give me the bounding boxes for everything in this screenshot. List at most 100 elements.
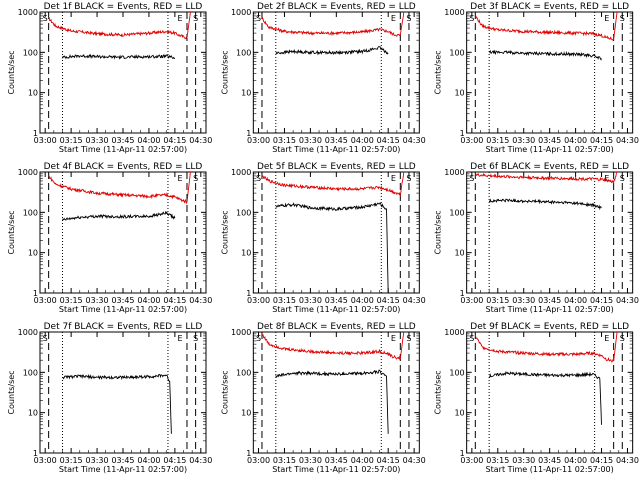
x-tick-label: 03:00: [247, 296, 270, 305]
series-events: [275, 369, 389, 434]
marker-s: S: [256, 14, 261, 23]
marker-s: S: [43, 14, 48, 23]
y-tick-label: 1: [33, 289, 38, 298]
marker-s: S: [406, 174, 411, 183]
x-tick-label: 04:30: [616, 456, 639, 465]
x-tick-label: 03:30: [86, 136, 109, 145]
detector-panel-5f: Det 5f BLACK = Events, RED = LLD 1 10 100 10…: [220, 162, 425, 314]
marker-s: S: [43, 334, 48, 343]
y-tick-label: 10: [454, 89, 464, 98]
y-tick-label: 1: [246, 129, 251, 138]
x-tick-label: 04:00: [351, 296, 374, 305]
x-tick-label: 03:00: [247, 456, 270, 465]
series-lld: [474, 171, 618, 184]
x-axis-label: Start Time (11-Apr-11 02:57:00): [272, 145, 400, 154]
y-axis-label: Counts/sec: [7, 210, 16, 254]
x-tick-label: 04:00: [351, 456, 374, 465]
plot-frame: [39, 331, 207, 454]
x-axis-label: Start Time (11-Apr-11 02:57:00): [486, 145, 614, 154]
x-tick-label: 03:45: [325, 456, 348, 465]
x-tick-label: 04:30: [616, 136, 639, 145]
series-lld: [475, 11, 618, 41]
y-tick-label: 1: [460, 129, 465, 138]
marker-e: E: [604, 174, 609, 183]
x-tick-label: 03:00: [247, 136, 270, 145]
x-tick-label: 03:30: [299, 296, 322, 305]
y-tick-label: 100: [236, 368, 251, 377]
x-axis-label: Start Time (11-Apr-11 02:57:00): [59, 145, 187, 154]
x-tick-label: 04:15: [590, 136, 613, 145]
y-tick-label: 100: [23, 208, 38, 217]
x-tick-label: 04:00: [564, 136, 587, 145]
y-axis-label: Counts/sec: [7, 370, 16, 414]
x-tick-label: 03:30: [299, 456, 322, 465]
x-tick-label: 03:00: [460, 456, 483, 465]
series-lld: [261, 11, 405, 37]
x-tick-label: 04:15: [377, 456, 400, 465]
x-tick-label: 03:45: [111, 456, 134, 465]
marker-s: S: [620, 14, 625, 23]
x-axis-label: Start Time (11-Apr-11 02:57:00): [486, 305, 614, 314]
detector-panel-2f: Det 2f BLACK = Events, RED = LLD 1 10 100 10…: [220, 2, 425, 154]
plot-frame: [466, 11, 634, 134]
series-events: [275, 202, 389, 294]
y-tick-label: 100: [23, 368, 38, 377]
x-tick-label: 03:00: [460, 136, 483, 145]
series-events: [488, 49, 602, 61]
x-tick-label: 03:00: [34, 136, 57, 145]
series-events: [275, 46, 389, 56]
marker-s: S: [620, 334, 625, 343]
marker-s: S: [406, 334, 411, 343]
x-axis-label: Start Time (11-Apr-11 02:57:00): [59, 465, 187, 474]
x-tick-label: 03:30: [86, 296, 109, 305]
y-axis-label: Counts/sec: [434, 370, 443, 414]
plot-frame: [39, 11, 207, 134]
x-tick-label: 04:15: [163, 136, 186, 145]
y-tick-label: 1: [246, 289, 251, 298]
y-tick-label: 100: [236, 48, 251, 57]
y-tick-label: 100: [236, 208, 251, 217]
x-tick-label: 03:15: [60, 136, 83, 145]
plot-frame: [252, 331, 420, 454]
marker-e: E: [391, 174, 396, 183]
marker-s: S: [256, 174, 261, 183]
y-tick-label: 100: [23, 48, 38, 57]
detector-panel-4f: Det 4f BLACK = Events, RED = LLD 1 10 100 10…: [7, 162, 212, 314]
y-tick-label: 1: [33, 449, 38, 458]
panel-title: Det 5f BLACK = Events, RED = LLD: [257, 162, 416, 172]
marker-s: S: [469, 174, 474, 183]
y-axis-label: Counts/sec: [220, 210, 229, 254]
y-tick-label: 10: [28, 249, 38, 258]
y-axis-label: Counts/sec: [434, 50, 443, 94]
y-axis-label: Counts/sec: [220, 370, 229, 414]
marker-e: E: [391, 14, 396, 23]
x-tick-label: 04:15: [163, 456, 186, 465]
x-axis-label: Start Time (11-Apr-11 02:57:00): [59, 305, 187, 314]
panel-title: Det 1f BLACK = Events, RED = LLD: [44, 2, 203, 12]
marker-s: S: [406, 14, 411, 23]
x-tick-label: 04:15: [590, 296, 613, 305]
y-axis-label: Counts/sec: [7, 50, 16, 94]
y-tick-label: 10: [241, 409, 251, 418]
series-lld: [474, 331, 618, 363]
y-tick-label: 1: [33, 129, 38, 138]
series-events: [62, 53, 176, 60]
y-tick-label: 1: [460, 449, 465, 458]
x-tick-label: 04:30: [189, 136, 212, 145]
plot-frame: [466, 171, 634, 294]
x-tick-label: 03:45: [538, 456, 561, 465]
y-tick-label: 1000: [18, 8, 38, 17]
x-tick-label: 04:00: [137, 456, 160, 465]
x-tick-label: 03:15: [60, 296, 83, 305]
x-axis-label: Start Time (11-Apr-11 02:57:00): [272, 305, 400, 314]
panel-title: Det 8f BLACK = Events, RED = LLD: [257, 322, 416, 332]
x-tick-label: 04:30: [403, 296, 426, 305]
x-tick-label: 04:00: [351, 136, 374, 145]
plot-frame: [39, 171, 207, 294]
x-tick-label: 04:00: [564, 296, 587, 305]
x-tick-label: 03:15: [273, 456, 296, 465]
marker-s: S: [469, 14, 474, 23]
x-tick-label: 04:15: [590, 456, 613, 465]
marker-e: E: [391, 334, 396, 343]
